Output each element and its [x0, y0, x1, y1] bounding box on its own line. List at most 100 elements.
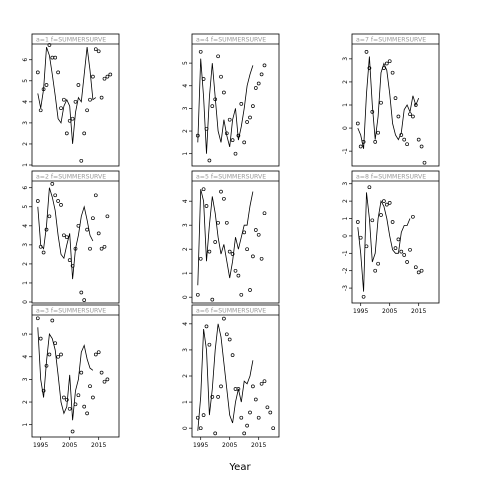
data-point	[379, 100, 383, 105]
data-point	[355, 220, 360, 224]
data-point	[370, 110, 375, 114]
data-point	[102, 76, 107, 81]
data-point	[399, 249, 404, 254]
y-tick-label: 4	[22, 100, 29, 104]
data-point	[93, 193, 98, 198]
data-point	[227, 249, 232, 254]
panel-frame	[191, 304, 280, 438]
y-tick-label: -2	[342, 268, 349, 274]
data-point	[411, 214, 415, 219]
data-point	[59, 352, 63, 357]
data-point	[358, 144, 363, 149]
data-point	[419, 144, 424, 149]
data-point	[393, 96, 398, 100]
data-point	[256, 81, 261, 86]
y-tick-label: -1	[342, 148, 349, 154]
data-point	[50, 318, 55, 323]
data-point	[41, 388, 46, 393]
data-point	[210, 104, 215, 108]
data-point	[224, 332, 229, 337]
data-point	[213, 240, 218, 244]
data-point	[41, 250, 46, 255]
data-point	[207, 342, 212, 347]
y-tick-label: 1	[342, 216, 349, 220]
data-point	[41, 87, 46, 92]
data-point	[268, 410, 273, 415]
data-point	[53, 193, 58, 198]
data-point	[67, 406, 72, 411]
y-tick-label: 3	[22, 243, 29, 247]
data-point	[73, 402, 78, 407]
panel-a6: a=6 f=SUMMERSURVE 0 1 2 3 4 1995 2005 2015	[182, 304, 280, 449]
data-point	[245, 120, 249, 124]
data-point	[79, 290, 84, 295]
y-tick-label: 6	[22, 58, 29, 62]
strip-label: a=3 f=SUMMERSURVE	[36, 308, 106, 315]
data-point	[99, 246, 104, 251]
panel-a3: a=3 f=SUMMERSURVE 1 2 3 4 5 1995 2005 2015	[22, 304, 120, 449]
panel-a8: a=8 f=SUMMERSURVE -3 -2 -1 0 1 2 3 1995 2005 2015	[342, 170, 440, 315]
data-point	[227, 117, 232, 122]
data-point	[108, 72, 113, 77]
x-tick-label: 2005	[382, 308, 397, 315]
panel-frame	[31, 33, 120, 167]
data-point	[38, 336, 43, 341]
data-point	[38, 108, 43, 113]
data-point	[67, 118, 72, 123]
data-point	[419, 268, 424, 273]
y-tick-label: 2	[22, 400, 29, 404]
data-point	[216, 395, 220, 399]
data-point	[242, 230, 247, 235]
data-point	[62, 97, 66, 102]
x-axis-label: Year	[228, 462, 251, 473]
data-point	[56, 199, 60, 203]
data-point	[105, 377, 110, 382]
data-point	[361, 294, 366, 299]
panel-frame	[351, 170, 440, 304]
data-point	[198, 426, 203, 431]
y-tick-label: 3	[342, 182, 349, 186]
panel-a1: a=1 f=SUMMERSURVE 1 2 3 4 5 6	[22, 33, 120, 167]
data-point	[64, 235, 69, 240]
data-point	[245, 423, 249, 428]
data-point	[253, 86, 258, 90]
data-point	[402, 253, 407, 257]
data-point	[248, 288, 252, 292]
data-point	[47, 352, 52, 357]
data-point	[44, 363, 49, 368]
data-point	[62, 233, 66, 238]
data-point	[219, 189, 223, 194]
y-tick-label: 2	[342, 199, 349, 203]
data-point	[216, 220, 220, 225]
y-tick-label: 5	[182, 61, 189, 65]
data-point	[222, 90, 226, 95]
data-point	[85, 227, 89, 232]
data-point	[256, 232, 261, 237]
data-point	[405, 260, 409, 264]
data-point	[222, 196, 226, 201]
x-tick-label: 2015	[411, 308, 426, 315]
data-point	[204, 126, 209, 131]
data-point	[390, 70, 395, 75]
data-point	[411, 114, 415, 119]
y-tick-label: 3	[182, 106, 189, 110]
data-point	[88, 384, 92, 389]
y-tick-label: 1	[22, 423, 29, 427]
data-point	[242, 140, 247, 145]
data-point	[201, 413, 206, 417]
data-point	[70, 429, 75, 434]
y-tick-label: 2	[22, 262, 29, 266]
data-point	[370, 218, 375, 223]
strip-label: a=8 f=SUMMERSURVE	[356, 174, 426, 181]
data-point	[64, 397, 69, 402]
data-point	[245, 247, 249, 252]
data-point	[204, 324, 209, 329]
data-point	[373, 140, 378, 144]
y-tick-label: 0	[22, 300, 29, 304]
data-point	[271, 426, 276, 431]
data-point	[384, 202, 389, 207]
data-point	[413, 265, 418, 270]
data-point	[396, 114, 401, 119]
strip-label: a=2 f=SUMMERSURVE	[36, 174, 106, 181]
data-point	[408, 247, 412, 252]
